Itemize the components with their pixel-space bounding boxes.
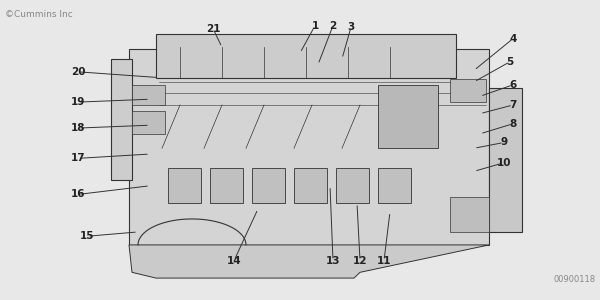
Text: C: C xyxy=(128,30,328,272)
Polygon shape xyxy=(129,245,489,278)
Text: 6: 6 xyxy=(509,80,517,90)
FancyBboxPatch shape xyxy=(450,79,486,102)
Text: 17: 17 xyxy=(71,153,85,164)
Text: 9: 9 xyxy=(500,137,508,148)
FancyBboxPatch shape xyxy=(132,111,165,134)
FancyBboxPatch shape xyxy=(489,88,522,232)
FancyBboxPatch shape xyxy=(294,169,327,203)
Text: 16: 16 xyxy=(71,189,85,200)
Text: 4: 4 xyxy=(509,34,517,44)
Text: 2: 2 xyxy=(329,21,337,31)
FancyBboxPatch shape xyxy=(252,169,285,203)
Text: 19: 19 xyxy=(71,97,85,107)
FancyBboxPatch shape xyxy=(156,34,456,78)
FancyBboxPatch shape xyxy=(450,197,489,232)
Text: 15: 15 xyxy=(80,231,94,241)
Text: 00900118: 00900118 xyxy=(553,275,595,284)
Text: 10: 10 xyxy=(497,158,511,168)
Text: 1: 1 xyxy=(311,21,319,31)
FancyBboxPatch shape xyxy=(378,169,411,203)
Text: 18: 18 xyxy=(71,123,85,133)
Text: 8: 8 xyxy=(509,119,517,129)
FancyBboxPatch shape xyxy=(210,169,243,203)
FancyBboxPatch shape xyxy=(111,59,132,180)
Text: 11: 11 xyxy=(377,256,391,266)
Text: 14: 14 xyxy=(227,256,241,266)
FancyBboxPatch shape xyxy=(129,49,489,245)
Text: 20: 20 xyxy=(71,67,85,77)
Text: 3: 3 xyxy=(347,22,355,32)
FancyBboxPatch shape xyxy=(336,169,369,203)
FancyBboxPatch shape xyxy=(378,85,438,148)
Text: 12: 12 xyxy=(353,256,367,266)
FancyBboxPatch shape xyxy=(168,169,201,203)
Text: 5: 5 xyxy=(506,57,514,67)
Text: 7: 7 xyxy=(509,100,517,110)
Text: ©Cummins Inc: ©Cummins Inc xyxy=(5,10,73,19)
Text: 13: 13 xyxy=(326,256,340,266)
FancyBboxPatch shape xyxy=(132,85,165,105)
Text: 21: 21 xyxy=(206,23,220,34)
